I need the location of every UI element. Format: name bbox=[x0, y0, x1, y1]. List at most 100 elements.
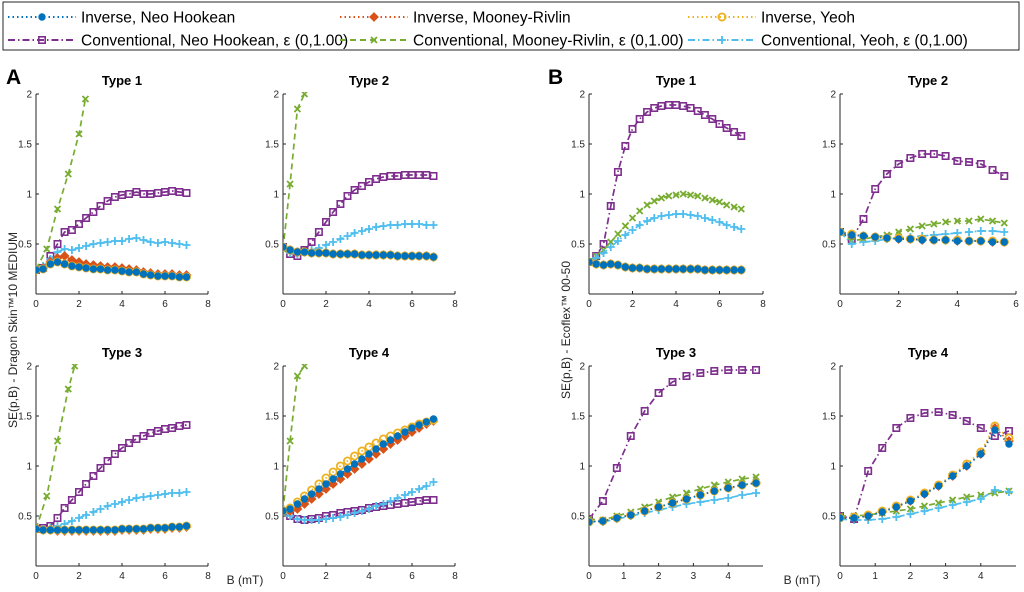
data-point bbox=[132, 234, 141, 242]
data-point bbox=[657, 194, 666, 202]
data-point bbox=[161, 524, 169, 532]
data-point bbox=[322, 249, 330, 257]
data-point bbox=[977, 237, 985, 245]
series-inv_nh bbox=[283, 415, 438, 515]
panel-title: Type 1 bbox=[656, 73, 696, 88]
series-inv_nh bbox=[283, 243, 438, 261]
x-tick-label: 2 bbox=[630, 299, 636, 310]
data-point bbox=[182, 273, 191, 281]
series-conv_nh bbox=[283, 171, 438, 261]
data-point bbox=[606, 243, 615, 251]
data-point bbox=[293, 372, 302, 380]
data-point bbox=[949, 496, 957, 504]
data-point bbox=[657, 102, 666, 111]
x-tick-label: 8 bbox=[760, 299, 766, 310]
data-point bbox=[628, 264, 637, 272]
data-point bbox=[429, 221, 438, 229]
x-tick-label: 6 bbox=[1013, 299, 1019, 310]
data-point bbox=[307, 249, 316, 257]
data-point bbox=[343, 511, 352, 519]
data-point bbox=[379, 500, 388, 508]
data-point bbox=[614, 230, 622, 238]
data-point bbox=[146, 428, 155, 437]
panel-title: Type 4 bbox=[349, 345, 390, 360]
x-tick-label: 3 bbox=[691, 571, 697, 582]
data-point bbox=[650, 265, 658, 273]
x-tick-label: 0 bbox=[280, 299, 286, 310]
x-tick-label: 6 bbox=[409, 571, 415, 582]
data-point bbox=[599, 240, 608, 249]
data-point bbox=[871, 233, 879, 241]
data-point bbox=[125, 496, 134, 504]
chart-panel-a-1: Type 1 0 2 4 6 8 0.5 1 1.5 2 bbox=[18, 73, 211, 310]
data-point bbox=[700, 214, 709, 222]
data-point bbox=[64, 170, 72, 178]
data-point bbox=[654, 388, 663, 397]
data-point bbox=[293, 515, 302, 523]
data-point bbox=[386, 251, 395, 259]
legend-entry-conv_yeoh: Conventional, Yeoh, ε (0,1.00) bbox=[688, 33, 968, 50]
plot-area bbox=[36, 364, 192, 536]
data-point bbox=[643, 265, 651, 273]
data-point bbox=[730, 203, 738, 211]
chart-panel-a-4: Type 4 0 2 4 6 8 0.5 1 1.5 2 bbox=[265, 345, 458, 582]
data-point bbox=[357, 507, 366, 515]
y-tick-label: 2 bbox=[579, 90, 585, 101]
series-conv_yeoh bbox=[36, 488, 191, 533]
data-point bbox=[640, 406, 649, 415]
data-point bbox=[906, 505, 915, 513]
data-point bbox=[175, 273, 184, 281]
data-point bbox=[976, 227, 985, 235]
data-point bbox=[68, 262, 76, 270]
data-point bbox=[350, 509, 359, 517]
data-point bbox=[118, 443, 127, 452]
x-tick-label: 8 bbox=[452, 571, 458, 582]
data-point bbox=[283, 507, 287, 515]
data-point bbox=[175, 489, 184, 497]
data-point bbox=[329, 514, 338, 522]
data-point bbox=[920, 502, 929, 510]
data-point bbox=[365, 225, 373, 233]
data-point bbox=[307, 238, 316, 247]
data-point bbox=[300, 248, 309, 256]
data-point bbox=[429, 415, 438, 423]
y-tick-label: 1.5 bbox=[265, 140, 279, 151]
series-inv_nh bbox=[36, 258, 191, 281]
data-point bbox=[350, 451, 360, 461]
data-point bbox=[182, 420, 191, 429]
data-point bbox=[422, 252, 431, 260]
y-tick-label: 2 bbox=[830, 362, 836, 373]
data-point bbox=[859, 232, 868, 240]
y-tick-label: 1 bbox=[579, 190, 585, 201]
data-point bbox=[621, 142, 630, 151]
data-point bbox=[60, 526, 69, 534]
data-point bbox=[53, 513, 62, 522]
data-point bbox=[429, 172, 438, 181]
data-point bbox=[139, 493, 148, 501]
data-point bbox=[613, 168, 622, 177]
data-point bbox=[372, 502, 381, 510]
data-point bbox=[696, 368, 705, 377]
data-point bbox=[118, 525, 126, 533]
data-point bbox=[103, 266, 112, 274]
x-tick-label: 0 bbox=[280, 571, 286, 582]
data-point bbox=[36, 266, 40, 274]
x-tick-label: 2 bbox=[656, 571, 662, 582]
legend-entry-inv_nh: Inverse, Neo Hookean bbox=[8, 10, 235, 27]
data-point bbox=[300, 364, 309, 370]
series-inv_nh bbox=[840, 228, 1008, 246]
data-point bbox=[408, 488, 416, 496]
data-point bbox=[693, 212, 702, 220]
data-point bbox=[1000, 172, 1009, 181]
data-point bbox=[665, 265, 673, 273]
x-tick-label: 4 bbox=[366, 571, 372, 582]
data-point bbox=[682, 371, 691, 380]
data-point bbox=[679, 210, 688, 218]
data-point bbox=[415, 252, 423, 260]
data-point bbox=[848, 231, 856, 239]
data-point bbox=[182, 241, 191, 249]
data-point bbox=[307, 516, 316, 524]
data-point bbox=[965, 228, 974, 236]
data-point bbox=[665, 192, 673, 200]
y-axis-label-b: SE(p,B) - Ecoflex™ 00-50 bbox=[559, 261, 573, 399]
